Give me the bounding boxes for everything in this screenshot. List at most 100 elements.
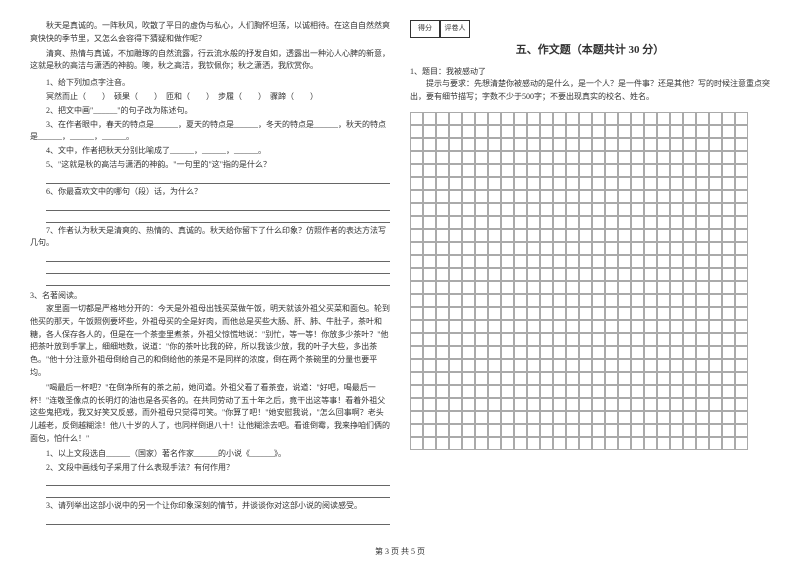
grid-cell [501, 281, 514, 294]
grid-cell [670, 125, 683, 138]
question-4: 4、文中，作者把秋天分别比喻成了______，______，______。 [30, 145, 390, 158]
grid-cell [566, 203, 579, 216]
grid-cell [410, 112, 423, 125]
grid-cell [553, 216, 566, 229]
grid-cell [436, 385, 449, 398]
grid-cell [488, 307, 501, 320]
grid-cell [449, 255, 462, 268]
grid-cell [540, 307, 553, 320]
grid-cell [514, 255, 527, 268]
grid-cell [696, 346, 709, 359]
grid-cell [579, 242, 592, 255]
grid-cell [592, 281, 605, 294]
grid-cell [618, 385, 631, 398]
grid-cell [449, 216, 462, 229]
grid-cell [605, 268, 618, 281]
grid-cell [527, 398, 540, 411]
grid-cell [644, 112, 657, 125]
grid-cell [527, 242, 540, 255]
grid-cell [501, 242, 514, 255]
grid-cell [605, 190, 618, 203]
grid-cell [449, 333, 462, 346]
grid-cell [436, 190, 449, 203]
grid-row [410, 424, 770, 437]
grid-cell [683, 242, 696, 255]
grid-cell [579, 424, 592, 437]
grid-cell [618, 177, 631, 190]
grid-cell [436, 398, 449, 411]
grid-cell [488, 216, 501, 229]
grid-cell [657, 281, 670, 294]
grid-cell [540, 346, 553, 359]
grid-cell [410, 411, 423, 424]
grid-cell [657, 320, 670, 333]
grid-cell [514, 151, 527, 164]
grid-cell [631, 411, 644, 424]
grid-cell [683, 255, 696, 268]
grid-cell [501, 112, 514, 125]
grid-cell [579, 112, 592, 125]
grid-cell [722, 437, 735, 450]
grid-cell [579, 138, 592, 151]
grid-cell [657, 294, 670, 307]
grid-row [410, 372, 770, 385]
grid-cell [501, 424, 514, 437]
grid-cell [592, 372, 605, 385]
grid-cell [410, 346, 423, 359]
grid-cell [696, 281, 709, 294]
grid-cell [696, 164, 709, 177]
grid-cell [475, 385, 488, 398]
grid-cell [605, 255, 618, 268]
grid-cell [722, 203, 735, 216]
grid-cell [423, 398, 436, 411]
grid-cell [566, 268, 579, 281]
grid-cell [553, 229, 566, 242]
grid-cell [501, 203, 514, 216]
grid-cell [631, 398, 644, 411]
grid-row [410, 203, 770, 216]
grid-cell [527, 281, 540, 294]
grid-cell [475, 333, 488, 346]
grid-cell [423, 437, 436, 450]
grid-cell [566, 164, 579, 177]
grid-cell [631, 281, 644, 294]
grid-cell [709, 203, 722, 216]
grid-cell [566, 190, 579, 203]
grid-cell [657, 346, 670, 359]
grid-cell [501, 216, 514, 229]
grid-cell [696, 177, 709, 190]
grid-cell [696, 216, 709, 229]
grid-cell [696, 411, 709, 424]
grid-row [410, 359, 770, 372]
grid-cell [410, 385, 423, 398]
grid-cell [553, 190, 566, 203]
grid-cell [670, 151, 683, 164]
grid-cell [488, 112, 501, 125]
grid-cell [644, 164, 657, 177]
answer-line [46, 264, 390, 274]
grid-cell [488, 333, 501, 346]
grid-cell [540, 372, 553, 385]
grid-cell [462, 151, 475, 164]
grid-cell [475, 138, 488, 151]
grid-cell [735, 203, 748, 216]
grid-cell [501, 411, 514, 424]
grid-cell [514, 125, 527, 138]
grid-cell [579, 385, 592, 398]
grid-cell [553, 398, 566, 411]
grid-cell [449, 385, 462, 398]
grid-cell [579, 411, 592, 424]
grid-cell [696, 307, 709, 320]
grid-cell [410, 216, 423, 229]
grid-cell [631, 112, 644, 125]
grid-cell [462, 281, 475, 294]
grid-cell [631, 437, 644, 450]
grid-cell [735, 112, 748, 125]
grid-cell [657, 164, 670, 177]
grid-cell [579, 216, 592, 229]
grid-cell [683, 320, 696, 333]
grid-cell [605, 112, 618, 125]
grid-cell [527, 385, 540, 398]
grid-cell [410, 242, 423, 255]
grid-cell [579, 294, 592, 307]
